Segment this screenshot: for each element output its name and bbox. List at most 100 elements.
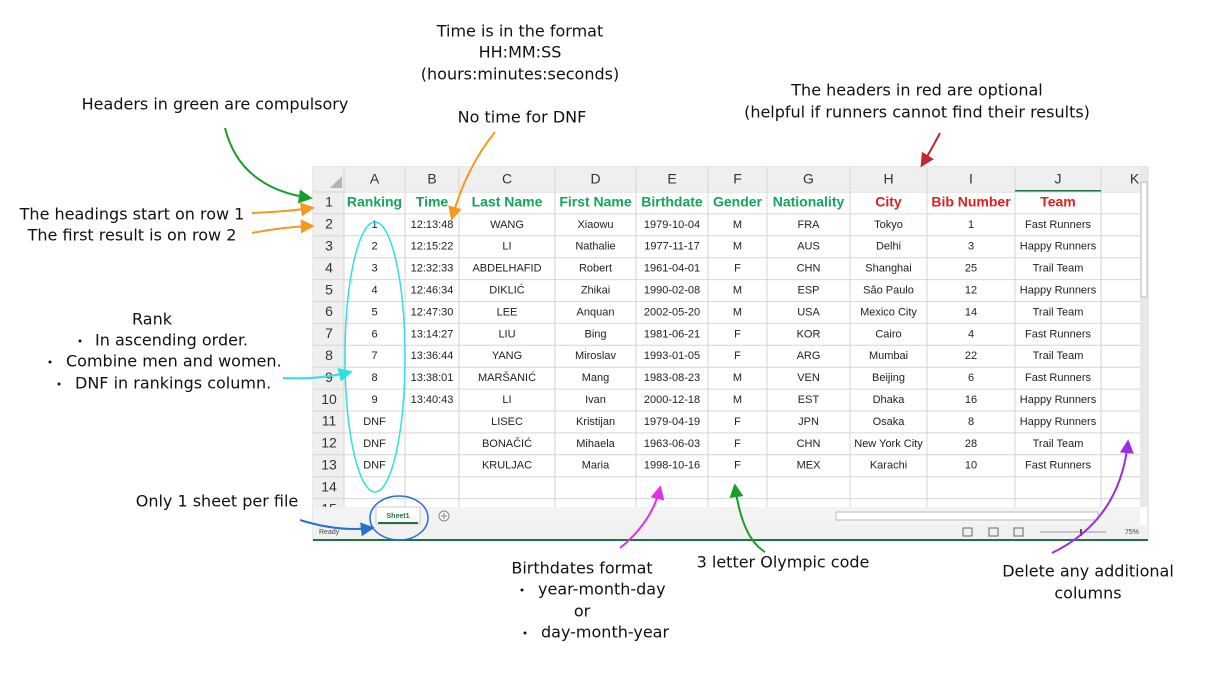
row-number: 1 [325,194,333,210]
cell: 1981-06-21 [644,328,700,340]
cell: 13:40:43 [411,394,454,406]
annotation: Headers in green are compulsory [82,95,349,114]
arrow [299,519,375,537]
sheet-frame [312,166,1149,541]
row-number: 13 [321,457,337,473]
cell: 2 [371,241,377,253]
column-letter: D [590,171,600,187]
cell: 1977-11-17 [644,241,699,253]
cell: M [733,241,742,253]
annotation: Time is in the format [436,22,604,41]
annotation: HH:MM:SS [479,43,562,62]
cell: CHN [797,263,821,275]
zoom-level: 75% [1125,529,1139,536]
cell: Mumbai [869,350,908,362]
highlight-ellipse [344,221,406,493]
column-letter: A [370,171,380,187]
cell: Trail Team [1033,306,1084,318]
header-cell: Last Name [472,194,543,210]
sheet-tab-label[interactable]: Sheet1 [387,513,410,520]
annotation: DNF in rankings column. [75,374,271,393]
cell: M [733,306,742,318]
cell: CHN [797,438,821,450]
cell: Happy Runners [1020,416,1097,428]
column-letter: E [667,171,676,187]
annotation: Only 1 sheet per file [136,492,299,511]
cell: Osaka [873,416,906,428]
annotation: day-month-year [541,623,669,642]
scroll-thumb[interactable] [1140,181,1148,298]
row-number: 8 [325,347,333,363]
view-normal[interactable] [962,527,973,537]
horizontal-scrollbar[interactable] [835,511,1099,521]
cell: MARŠANIĆ [478,371,536,384]
cell: 6 [968,372,974,384]
cell: 4 [371,285,377,297]
bullet [523,631,527,635]
arrow [920,132,941,168]
vertical-scrollbar[interactable] [1140,167,1148,507]
zoom-thumb[interactable] [1080,529,1082,536]
header-cell: Nationality [773,194,845,210]
cell: 7 [371,350,377,362]
cell: 10 [965,460,977,472]
cell: VEN [797,372,820,384]
row-number: 2 [325,216,333,232]
cell: DIKLIĆ [489,284,525,297]
view-break[interactable] [1013,527,1024,537]
cell: Trail Team [1033,438,1084,450]
row-number: 14 [321,478,337,494]
arrow [619,485,665,549]
cell: 28 [965,438,977,450]
cell: M [733,394,742,406]
cell: 8 [968,416,974,428]
cell: DNF [363,416,386,428]
add-sheet[interactable] [438,510,450,522]
highlight-ellipse [369,495,429,541]
view-layout[interactable] [988,527,999,537]
select-all[interactable] [330,176,342,188]
cell: 9 [371,394,377,406]
cell: 1998-10-16 [644,460,700,472]
cell: KOR [797,328,821,340]
cell: Fast Runners [1025,460,1092,472]
cell: F [734,328,741,340]
bullet [78,339,82,343]
cell: 14 [965,306,977,318]
cell: F [734,350,741,362]
header-cell: City [875,194,902,210]
cell: Bing [584,328,606,340]
cell: Happy Runners [1020,241,1097,253]
annotation: or [574,602,591,621]
cell: 1 [968,219,974,231]
cell: Mang [582,372,610,384]
arrow [1051,439,1134,554]
cell: Anquan [577,306,615,318]
cell: 22 [965,350,977,362]
column-letter: F [733,171,742,187]
row-number: 7 [325,325,333,341]
column-letter: I [969,171,973,187]
cell: AUS [797,241,820,253]
cell: F [734,263,741,275]
cell: JPN [798,416,819,428]
row-number: 3 [325,238,333,254]
annotation: year-month-day [538,580,666,599]
cell: F [734,438,741,450]
cell: DNF [363,438,386,450]
cell: F [734,416,741,428]
annotation: Rank [132,310,173,329]
cell: 1979-04-19 [644,416,700,428]
cell: LEE [497,306,518,318]
add-sheet-plus [441,513,447,519]
cell: EST [798,394,820,406]
cell: YANG [492,350,522,362]
cell: LI [502,394,511,406]
column-letter: H [883,171,893,187]
cell: BONAČIĆ [482,437,532,450]
cell: 3 [371,263,377,275]
cell: Karachi [870,460,907,472]
arrow [282,367,353,382]
cell: 12:15:22 [411,241,454,253]
